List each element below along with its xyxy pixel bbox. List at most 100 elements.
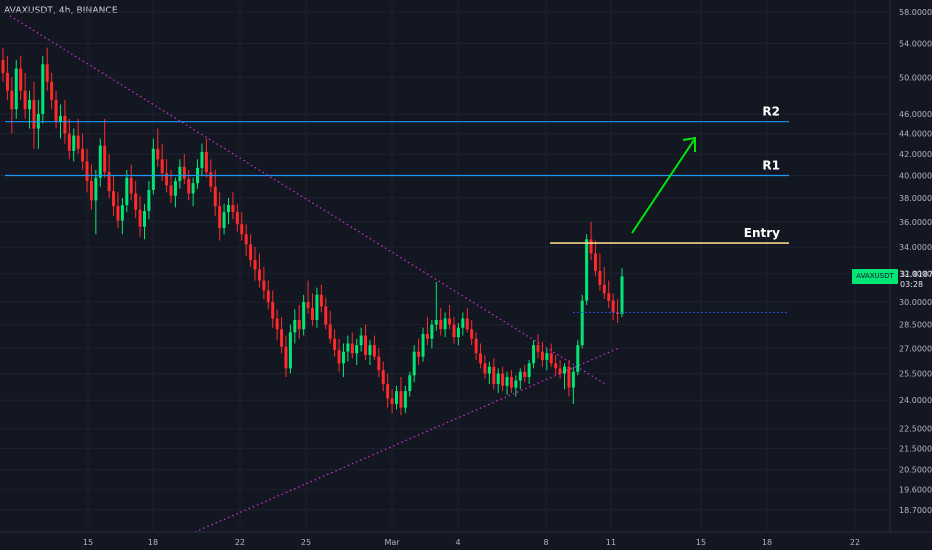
candle-bearish bbox=[425, 333, 429, 339]
candle-bearish bbox=[390, 398, 394, 404]
candle-bearish bbox=[54, 99, 58, 122]
x-tick-label: 4 bbox=[455, 538, 460, 547]
candle-bullish bbox=[58, 115, 62, 122]
candle-bearish bbox=[235, 212, 239, 225]
candle-bullish bbox=[395, 391, 399, 404]
candle-bullish bbox=[576, 345, 580, 372]
candle-bullish bbox=[456, 327, 460, 338]
y-tick-label: 38.0000 bbox=[899, 194, 932, 203]
x-tick-label: 22 bbox=[235, 538, 245, 547]
candle-bullish bbox=[532, 345, 536, 364]
candle-bearish bbox=[311, 307, 314, 321]
candle-bearish bbox=[271, 302, 275, 319]
candle-bearish bbox=[381, 370, 385, 385]
candle-bearish bbox=[116, 206, 120, 221]
candle-bullish bbox=[191, 183, 195, 194]
candle-bearish bbox=[399, 391, 403, 408]
y-tick-label: 21.5000 bbox=[899, 445, 932, 454]
candle-bearish bbox=[350, 343, 354, 354]
candle-bearish bbox=[598, 270, 602, 285]
candle-bearish bbox=[107, 172, 111, 192]
candle-bearish bbox=[319, 294, 323, 307]
level-lines: R2 R1 Entry bbox=[5, 105, 789, 314]
trendlines bbox=[9, 15, 619, 533]
candle-bearish bbox=[602, 284, 606, 294]
grid-lines bbox=[0, 0, 890, 532]
candle-bullish bbox=[151, 148, 155, 191]
candle-bullish bbox=[226, 205, 230, 213]
candle-bearish bbox=[284, 346, 288, 369]
candle-bullish bbox=[359, 335, 363, 346]
candle-bullish bbox=[571, 371, 575, 388]
y-tick-label: 30.0000 bbox=[899, 298, 932, 307]
candle-bullish bbox=[14, 68, 18, 110]
candle-bearish bbox=[50, 81, 54, 100]
candle-bullish bbox=[293, 320, 297, 333]
x-tick-label: 15 bbox=[696, 538, 706, 547]
candle-bearish bbox=[187, 178, 191, 194]
candle-bearish bbox=[156, 148, 160, 160]
candle-bearish bbox=[479, 353, 483, 364]
candle-bullish bbox=[518, 371, 522, 381]
candle-bearish bbox=[558, 368, 562, 374]
candle-bearish bbox=[465, 318, 469, 330]
candle-bearish bbox=[364, 335, 368, 355]
candle-bearish bbox=[306, 302, 310, 308]
candle-bearish bbox=[607, 293, 611, 301]
chart-title: AVAXUSDT, 4h, BINANCE bbox=[4, 6, 118, 16]
candle-bullish bbox=[461, 318, 465, 328]
candle-bullish bbox=[620, 276, 624, 314]
price-badge-symbol: AVAXUSDT bbox=[852, 269, 898, 284]
candle-bearish bbox=[218, 206, 222, 228]
candle-bullish bbox=[222, 212, 226, 228]
candle-bullish bbox=[142, 210, 146, 227]
candle-bullish bbox=[341, 351, 345, 364]
x-axis[interactable]: 15 18 22 25 Mar 4 8 11 15 18 22 bbox=[0, 531, 932, 547]
candle-bearish bbox=[377, 356, 381, 371]
candle-bearish bbox=[244, 234, 248, 245]
y-tick-label: 28.5000 bbox=[899, 321, 932, 330]
candle-bullish bbox=[487, 366, 491, 374]
candle-bullish bbox=[72, 135, 76, 151]
candle-bearish bbox=[204, 151, 208, 173]
candle-bearish bbox=[616, 312, 620, 314]
candle-bearish bbox=[19, 68, 23, 91]
candle-bearish bbox=[138, 209, 142, 227]
candle-bullish bbox=[41, 64, 45, 114]
candle-bullish bbox=[430, 324, 434, 339]
x-tick-label: 22 bbox=[850, 538, 860, 547]
candle-bullish bbox=[408, 375, 412, 392]
candle-bearish bbox=[439, 320, 443, 330]
candle-bearish bbox=[63, 115, 67, 134]
x-tick-label: 15 bbox=[83, 538, 93, 547]
y-tick-label: 24.0000 bbox=[899, 396, 932, 405]
candle-bullish bbox=[368, 345, 372, 355]
y-tick-label: 36.0000 bbox=[899, 218, 932, 227]
candle-bullish bbox=[434, 320, 438, 325]
candle-bearish bbox=[112, 191, 116, 207]
candle-bullish bbox=[527, 363, 531, 378]
candle-bearish bbox=[45, 64, 49, 82]
candle-bearish bbox=[262, 280, 266, 291]
candle-bullish bbox=[403, 391, 407, 408]
y-tick-label: 58.0000 bbox=[899, 8, 932, 17]
trendline-ascending bbox=[194, 347, 619, 533]
candle-bearish bbox=[280, 329, 284, 347]
candle-bullish bbox=[355, 345, 359, 354]
y-axis[interactable]: 58.0000 54.0000 50.0000 46.0000 44.0000 42.00… bbox=[889, 0, 932, 532]
y-tick-label: 22.5000 bbox=[899, 425, 932, 434]
candle-bullish bbox=[496, 373, 500, 385]
candle-bearish bbox=[372, 345, 376, 357]
x-tick-label: Mar bbox=[384, 538, 400, 547]
y-tick-label: 25.5000 bbox=[899, 370, 932, 379]
level-label-r1: R1 bbox=[762, 158, 780, 172]
candle-bullish bbox=[200, 151, 204, 168]
candle-bearish bbox=[129, 177, 133, 194]
candle-bearish bbox=[32, 99, 36, 129]
candle-bullish bbox=[585, 239, 589, 301]
candle-bearish bbox=[249, 244, 253, 261]
candle-bearish bbox=[266, 290, 270, 303]
candle-bearish bbox=[501, 373, 505, 386]
candle-bullish bbox=[443, 318, 447, 330]
